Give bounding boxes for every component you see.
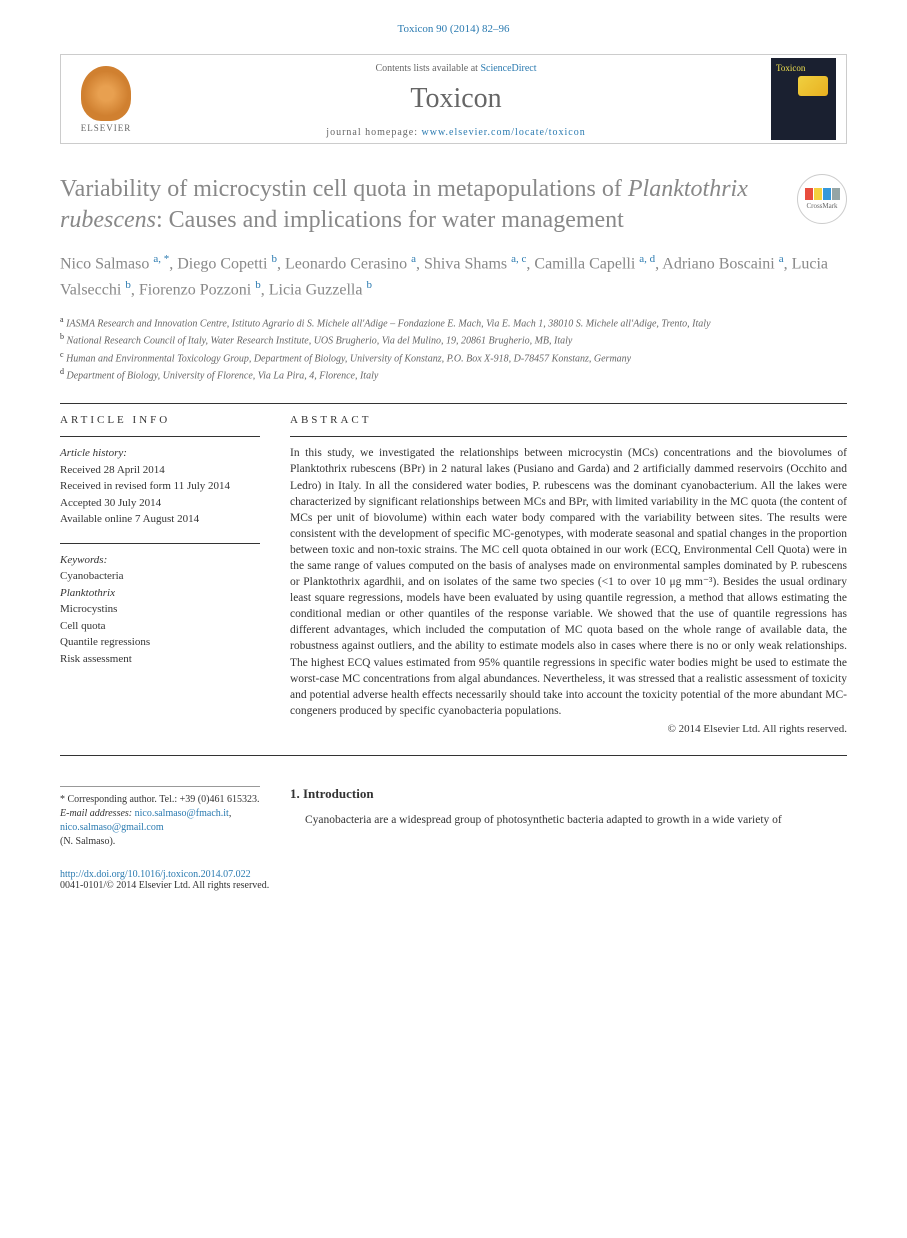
received-date: Received 28 April 2014 xyxy=(60,462,260,479)
affil-sup: a xyxy=(60,315,64,324)
introduction-heading: 1. Introduction xyxy=(290,786,847,802)
author-affil-sup: a xyxy=(779,253,784,265)
sciencedirect-link[interactable]: ScienceDirect xyxy=(480,63,536,74)
page-footer: http://dx.doi.org/10.1016/j.toxicon.2014… xyxy=(0,869,907,911)
authors-list: Nico Salmaso a, *, Diego Copetti b, Leon… xyxy=(60,251,847,302)
affil-sup: b xyxy=(60,332,64,341)
abstract-column: ABSTRACT In this study, we investigated … xyxy=(290,414,847,735)
crossmark-label: CrossMark xyxy=(806,202,837,210)
author-name[interactable]: Licia Guzzella xyxy=(269,281,363,298)
crossmark-bar-3 xyxy=(823,188,831,200)
elsevier-label: ELSEVIER xyxy=(81,123,132,133)
revised-date: Received in revised form 11 July 2014 xyxy=(60,478,260,495)
citation-text: Toxicon 90 (2014) 82–96 xyxy=(398,23,510,35)
section-divider-2 xyxy=(60,755,847,756)
email-line: E-mail addresses: nico.salmaso@fmach.it,… xyxy=(60,807,260,835)
journal-cover-thumbnail[interactable]: Toxicon xyxy=(771,58,836,140)
author-name[interactable]: Diego Copetti xyxy=(177,256,267,273)
title-part1: Variability of microcystin cell quota in… xyxy=(60,176,628,202)
info-abstract-row: ARTICLE INFO Article history: Received 2… xyxy=(60,414,847,735)
affiliations-list: a IASMA Research and Innovation Centre, … xyxy=(60,314,847,383)
author-name[interactable]: Adriano Boscaini xyxy=(662,256,774,273)
author-affil-sup: b xyxy=(366,279,372,291)
crossmark-bar-2 xyxy=(814,188,822,200)
crossmark-icon xyxy=(805,188,840,200)
article-body: Variability of microcystin cell quota in… xyxy=(0,154,907,869)
author-name[interactable]: Leonardo Cerasino xyxy=(285,256,407,273)
keyword-item: Planktothrix xyxy=(60,585,260,602)
introduction-text: Cyanobacteria are a widespread group of … xyxy=(290,812,847,828)
title-part2: : Causes and implications for water mana… xyxy=(156,207,624,233)
corresponding-name: (N. Salmaso). xyxy=(60,835,260,849)
doi-link[interactable]: http://dx.doi.org/10.1016/j.toxicon.2014… xyxy=(60,869,847,880)
author-name[interactable]: Camilla Capelli xyxy=(534,256,635,273)
keyword-item: Quantile regressions xyxy=(60,634,260,651)
cover-journal-label: Toxicon xyxy=(776,63,805,73)
corresponding-author-block: * Corresponding author. Tel.: +39 (0)461… xyxy=(60,786,260,849)
online-date: Available online 7 August 2014 xyxy=(60,511,260,528)
keywords-list: CyanobacteriaPlanktothrixMicrocystinsCel… xyxy=(60,568,260,667)
author-name[interactable]: Nico Salmaso xyxy=(60,256,149,273)
journal-banner: ELSEVIER Contents lists available at Sci… xyxy=(60,54,847,144)
article-info-column: ARTICLE INFO Article history: Received 2… xyxy=(60,414,260,735)
article-info-header: ARTICLE INFO xyxy=(60,414,260,426)
keyword-item: Cell quota xyxy=(60,618,260,635)
homepage-label: journal homepage: xyxy=(326,127,421,138)
author-name[interactable]: Shiva Shams xyxy=(424,256,507,273)
article-history-block: Article history: Received 28 April 2014 … xyxy=(60,436,260,528)
email-label: E-mail addresses: xyxy=(60,808,135,819)
author-affil-sup: b xyxy=(271,253,277,265)
homepage-line: journal homepage: www.elsevier.com/locat… xyxy=(141,123,771,139)
author-name[interactable]: Fiorenzo Pozzoni xyxy=(139,281,251,298)
affiliation-line: d Department of Biology, University of F… xyxy=(60,366,847,383)
corresponding-label: * Corresponding author. Tel.: +39 (0)461… xyxy=(60,793,260,807)
abstract-header: ABSTRACT xyxy=(290,414,847,426)
banner-center: Contents lists available at ScienceDirec… xyxy=(141,59,771,139)
keyword-item: Cyanobacteria xyxy=(60,568,260,585)
email-2[interactable]: nico.salmaso@gmail.com xyxy=(60,822,164,833)
affiliation-line: c Human and Environmental Toxicology Gro… xyxy=(60,349,847,366)
contents-line: Contents lists available at ScienceDirec… xyxy=(141,59,771,75)
crossmark-bar-1 xyxy=(805,188,813,200)
keywords-block: Keywords: CyanobacteriaPlanktothrixMicro… xyxy=(60,543,260,668)
intro-section: * Corresponding author. Tel.: +39 (0)461… xyxy=(60,786,847,849)
article-title: Variability of microcystin cell quota in… xyxy=(60,174,777,236)
author-affil-sup: a xyxy=(411,253,416,265)
author-affil-sup: a, * xyxy=(153,253,169,265)
issn-copyright: 0041-0101/© 2014 Elsevier Ltd. All right… xyxy=(60,880,847,891)
abstract-text: In this study, we investigated the relat… xyxy=(290,436,847,719)
journal-name: Toxicon xyxy=(141,83,771,115)
author-affil-sup: b xyxy=(255,279,261,291)
author-affil-sup: a, d xyxy=(639,253,655,265)
introduction-column: 1. Introduction Cyanobacteria are a wide… xyxy=(290,786,847,849)
title-row: Variability of microcystin cell quota in… xyxy=(60,174,847,236)
author-affil-sup: a, c xyxy=(511,253,526,265)
keyword-item: Risk assessment xyxy=(60,651,260,668)
page-header: Toxicon 90 (2014) 82–96 xyxy=(0,0,907,44)
crossmark-bar-4 xyxy=(832,188,840,200)
abstract-copyright: © 2014 Elsevier Ltd. All rights reserved… xyxy=(290,723,847,735)
email-1[interactable]: nico.salmaso@fmach.it xyxy=(135,808,229,819)
crossmark-badge[interactable]: CrossMark xyxy=(797,174,847,224)
history-label: Article history: xyxy=(60,445,260,462)
cover-accent-graphic xyxy=(798,76,828,96)
keyword-item: Microcystins xyxy=(60,601,260,618)
affiliation-line: b National Research Council of Italy, Wa… xyxy=(60,331,847,348)
elsevier-tree-icon xyxy=(81,66,131,121)
contents-label: Contents lists available at xyxy=(375,63,480,74)
section-divider xyxy=(60,403,847,404)
homepage-url[interactable]: www.elsevier.com/locate/toxicon xyxy=(422,127,586,138)
affiliation-line: a IASMA Research and Innovation Centre, … xyxy=(60,314,847,331)
author-affil-sup: b xyxy=(125,279,131,291)
affil-sup: d xyxy=(60,367,64,376)
elsevier-logo[interactable]: ELSEVIER xyxy=(71,59,141,139)
affil-sup: c xyxy=(60,350,64,359)
keywords-label: Keywords: xyxy=(60,552,260,569)
accepted-date: Accepted 30 July 2014 xyxy=(60,495,260,512)
